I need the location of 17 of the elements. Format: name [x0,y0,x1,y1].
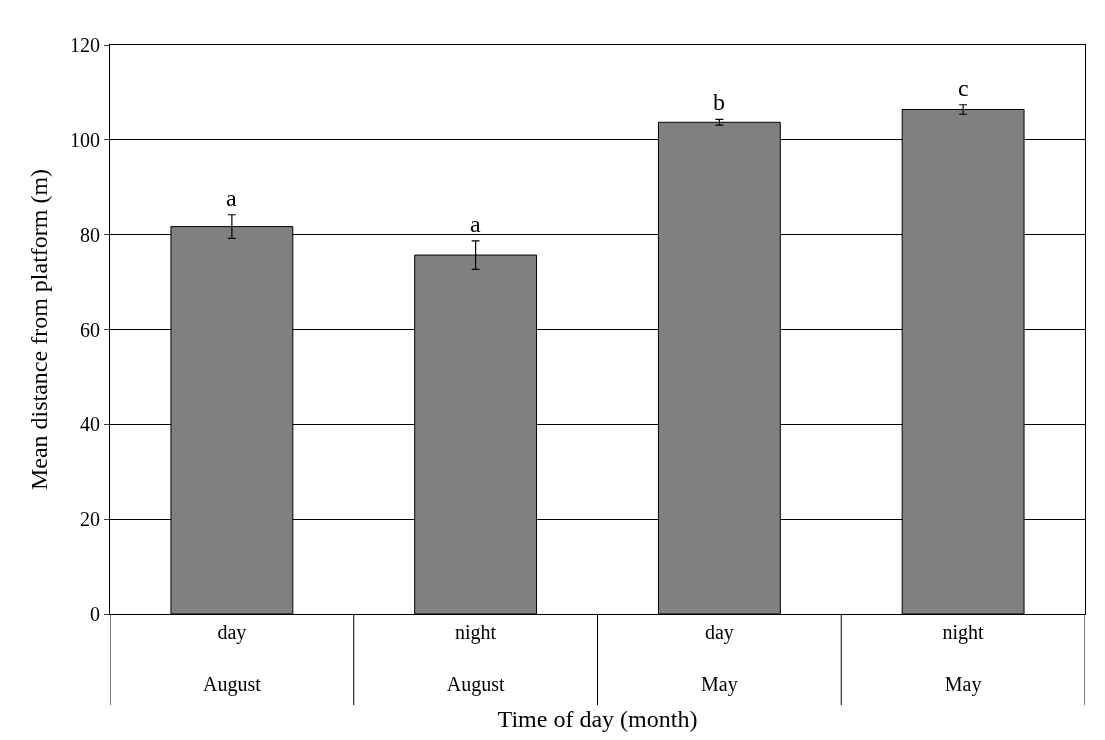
y-tick-label: 40 [80,413,100,436]
y-tick-label: 20 [80,508,100,531]
category-label: day May [701,621,738,695]
annotation: a [470,211,481,237]
category-label: night August [446,621,505,695]
y-axis-title: Mean distance from platform (m) [26,168,53,491]
x-axis-title: Time of day (month) [497,706,698,733]
y-tick-label: 120 [70,34,100,56]
y-tick-label: 0 [90,603,100,625]
annotation: c [958,75,969,101]
annotation: b [713,89,725,115]
annotation: a [226,185,237,211]
category-label: night May [942,621,984,695]
y-tick-label: 100 [70,128,100,151]
y-tick-label: 60 [80,318,100,341]
y-tick-label: 80 [80,223,100,246]
category-label: day August [202,621,261,695]
